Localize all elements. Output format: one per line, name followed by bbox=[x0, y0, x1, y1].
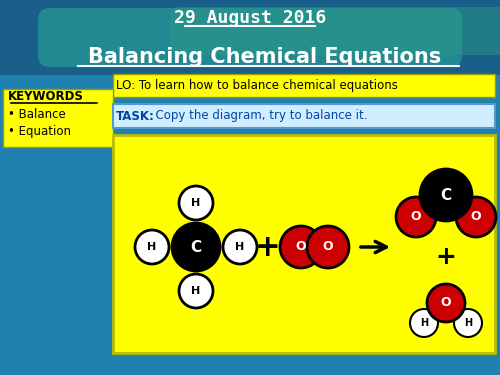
Circle shape bbox=[410, 309, 438, 337]
Circle shape bbox=[454, 309, 482, 337]
Text: • Balance: • Balance bbox=[8, 108, 66, 122]
Circle shape bbox=[456, 197, 496, 237]
Circle shape bbox=[307, 226, 349, 268]
Text: C: C bbox=[190, 240, 202, 255]
Text: LO: To learn how to balance chemical equations: LO: To learn how to balance chemical equ… bbox=[116, 79, 398, 92]
Circle shape bbox=[179, 274, 213, 308]
Circle shape bbox=[420, 169, 472, 221]
Circle shape bbox=[135, 230, 169, 264]
Text: KEYWORDS: KEYWORDS bbox=[8, 90, 84, 102]
Circle shape bbox=[223, 230, 257, 264]
Text: H: H bbox=[192, 198, 200, 208]
FancyBboxPatch shape bbox=[170, 7, 500, 55]
FancyBboxPatch shape bbox=[0, 0, 500, 75]
Text: +: + bbox=[436, 245, 456, 269]
FancyBboxPatch shape bbox=[113, 74, 495, 97]
Text: O: O bbox=[296, 240, 306, 254]
Text: H: H bbox=[236, 242, 244, 252]
Text: • Equation: • Equation bbox=[8, 124, 71, 138]
Text: Balancing Chemical Equations: Balancing Chemical Equations bbox=[88, 47, 442, 67]
Text: 29 August 2016: 29 August 2016 bbox=[174, 9, 326, 27]
Text: Copy the diagram, try to balance it.: Copy the diagram, try to balance it. bbox=[148, 110, 368, 123]
Text: TASK:: TASK: bbox=[116, 110, 155, 123]
Text: H: H bbox=[148, 242, 156, 252]
Text: C: C bbox=[440, 188, 452, 202]
FancyBboxPatch shape bbox=[113, 104, 495, 128]
Circle shape bbox=[280, 226, 322, 268]
FancyBboxPatch shape bbox=[38, 8, 462, 67]
Text: H: H bbox=[464, 318, 472, 328]
Circle shape bbox=[179, 186, 213, 220]
Text: +: + bbox=[255, 232, 281, 261]
Circle shape bbox=[427, 284, 465, 322]
Text: O: O bbox=[470, 210, 482, 224]
FancyBboxPatch shape bbox=[113, 135, 495, 353]
Text: O: O bbox=[410, 210, 422, 224]
Text: O: O bbox=[322, 240, 334, 254]
Text: H: H bbox=[192, 286, 200, 296]
Text: O: O bbox=[440, 297, 452, 309]
Text: H: H bbox=[420, 318, 428, 328]
Circle shape bbox=[396, 197, 436, 237]
FancyBboxPatch shape bbox=[3, 89, 113, 147]
Circle shape bbox=[172, 223, 220, 271]
